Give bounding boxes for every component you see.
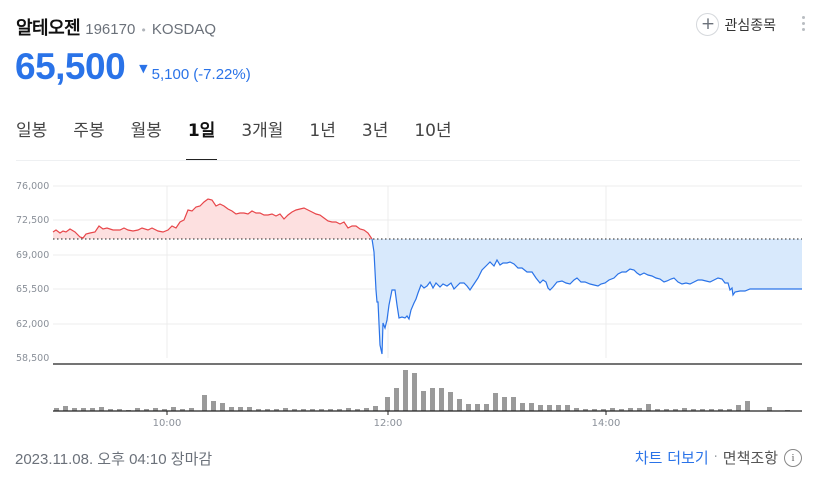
chart-more-link[interactable]: 차트 더보기 bbox=[634, 449, 709, 467]
tab-monthly[interactable]: 월봉 bbox=[130, 121, 162, 141]
current-price: 65,500 bbox=[15, 46, 126, 87]
x-tick: 12:00 bbox=[374, 418, 403, 429]
x-axis-labels: 10:00 12:00 14:00 bbox=[153, 418, 621, 429]
stock-name: 알테오젠 bbox=[16, 18, 81, 39]
price-change-percent: (-7.22%) bbox=[193, 66, 251, 83]
tab-1day[interactable]: 1일 bbox=[185, 116, 218, 161]
x-tick: 10:00 bbox=[153, 418, 182, 429]
info-icon[interactable]: i bbox=[784, 448, 802, 467]
ellipsis-dot-icon bbox=[801, 22, 805, 25]
separator-dot: • bbox=[140, 24, 147, 37]
tab-weekly[interactable]: 주봉 bbox=[73, 121, 105, 141]
exchange-name: KOSDAQ bbox=[151, 21, 216, 38]
stock-code: 196170 bbox=[85, 21, 136, 38]
disclaimer-link[interactable]: 면책조항 bbox=[722, 449, 778, 467]
y-tick: 72,500 bbox=[16, 215, 49, 226]
tab-10year[interactable]: 10년 bbox=[414, 121, 452, 141]
y-tick: 69,000 bbox=[16, 250, 49, 261]
stock-header: 알테오젠 196170 • KOSDAQ bbox=[16, 14, 216, 40]
more-options-button[interactable] bbox=[800, 16, 806, 31]
market-status-timestamp: 2023.11.08. 오후 04:10 장마감 bbox=[15, 451, 213, 468]
x-axis-ticks bbox=[166, 411, 607, 415]
price-row: 65,500 ▼ 5,100 (-7.22%) bbox=[15, 46, 251, 88]
down-line bbox=[371, 238, 802, 355]
up-line bbox=[52, 198, 373, 240]
y-axis-labels: 76,000 72,500 69,000 65,500 62,000 58,50… bbox=[16, 181, 49, 364]
footer-links: 차트 더보기 · 면책조항 i bbox=[635, 447, 802, 468]
tab-3month[interactable]: 3개월 bbox=[241, 121, 284, 141]
link-separator: · bbox=[713, 450, 718, 465]
tab-daily[interactable]: 일봉 bbox=[16, 121, 48, 141]
x-tick: 14:00 bbox=[592, 418, 621, 429]
tab-1year[interactable]: 1년 bbox=[309, 121, 336, 141]
volume-bars bbox=[54, 370, 790, 411]
price-change: 5,100 bbox=[151, 66, 190, 83]
plus-icon: + bbox=[696, 13, 720, 36]
watchlist-label: 관심종목 bbox=[724, 17, 776, 34]
period-tabs: 일봉 주봉 월봉 1일 3개월 1년 3년 10년 bbox=[16, 116, 478, 161]
y-tick: 62,000 bbox=[16, 319, 49, 330]
add-to-watchlist-button[interactable]: + 관심종목 bbox=[696, 13, 776, 36]
triangle-down-icon: ▼ bbox=[139, 62, 148, 75]
y-tick: 58,500 bbox=[16, 353, 49, 364]
tab-3year[interactable]: 3년 bbox=[361, 121, 389, 141]
ellipsis-dot-icon bbox=[801, 16, 805, 19]
intraday-chart[interactable]: 76,000 72,500 69,000 65,500 62,000 58,50… bbox=[0, 170, 816, 432]
down-area bbox=[372, 239, 802, 354]
y-tick: 76,000 bbox=[16, 181, 49, 192]
tab-divider bbox=[16, 160, 800, 161]
ellipsis-dot-icon bbox=[801, 28, 805, 31]
y-tick: 65,500 bbox=[16, 284, 49, 295]
up-area bbox=[53, 199, 372, 239]
